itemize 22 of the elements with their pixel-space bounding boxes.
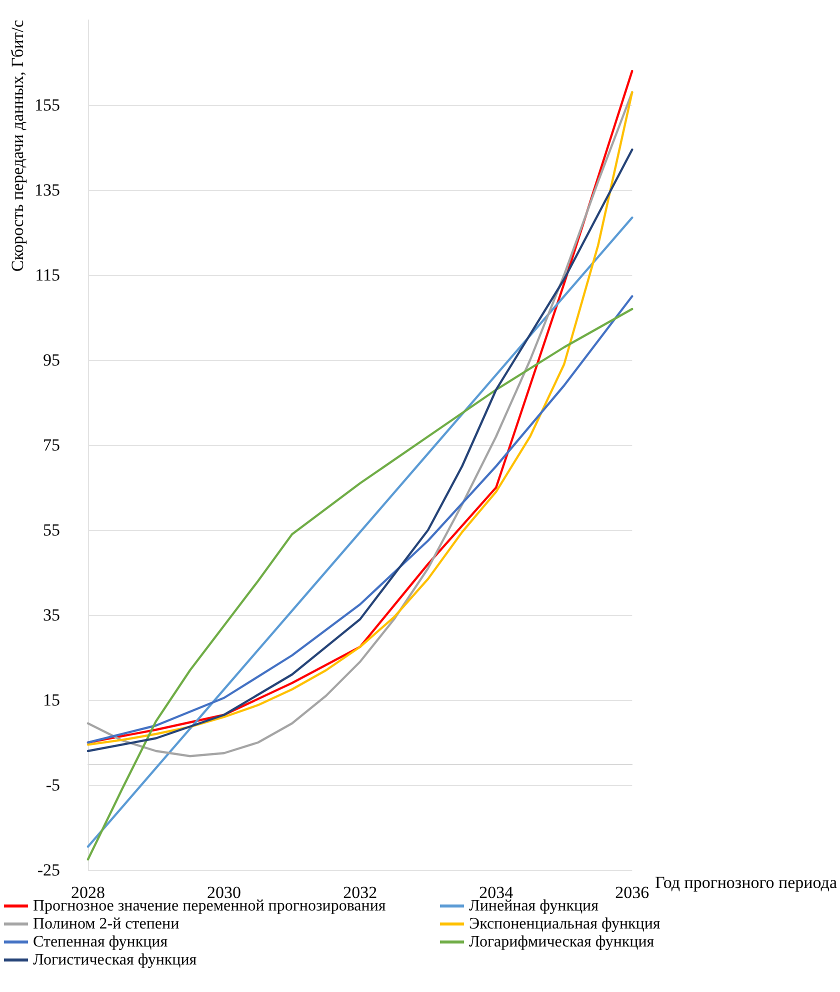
y-axis-title: Скорость передачи данных, Гбит/с bbox=[8, 20, 27, 272]
legend-label: Логистическая функция bbox=[33, 952, 198, 968]
line-series bbox=[86, 308, 634, 860]
x-tick-label: 2036 bbox=[615, 883, 650, 902]
legend-label: Линейная функция bbox=[469, 898, 600, 914]
x-axis-title: Год прогнозного периода bbox=[655, 872, 838, 892]
y-tick-label: 135 bbox=[34, 180, 60, 200]
legend-label: Полином 2-й степени bbox=[33, 916, 180, 932]
y-tick-label: 115 bbox=[35, 266, 60, 284]
legend-label: Логарифмическая функция bbox=[469, 934, 655, 950]
line-series bbox=[86, 295, 634, 744]
y-tick-label: 155 bbox=[34, 96, 60, 114]
legend-label: Экспоненциальная функция bbox=[469, 916, 661, 932]
y-tick-label: -25 bbox=[37, 860, 60, 880]
y-tick-label: 55 bbox=[43, 520, 60, 540]
line-series bbox=[86, 216, 634, 848]
y-tick-label: 15 bbox=[43, 690, 60, 710]
legend-label: Степенная функция bbox=[33, 934, 168, 950]
y-tick-label: 35 bbox=[43, 606, 60, 624]
y-tick-label: 75 bbox=[43, 436, 60, 454]
y-tick-label: 95 bbox=[43, 350, 60, 370]
y-tick-label: -5 bbox=[46, 776, 60, 794]
